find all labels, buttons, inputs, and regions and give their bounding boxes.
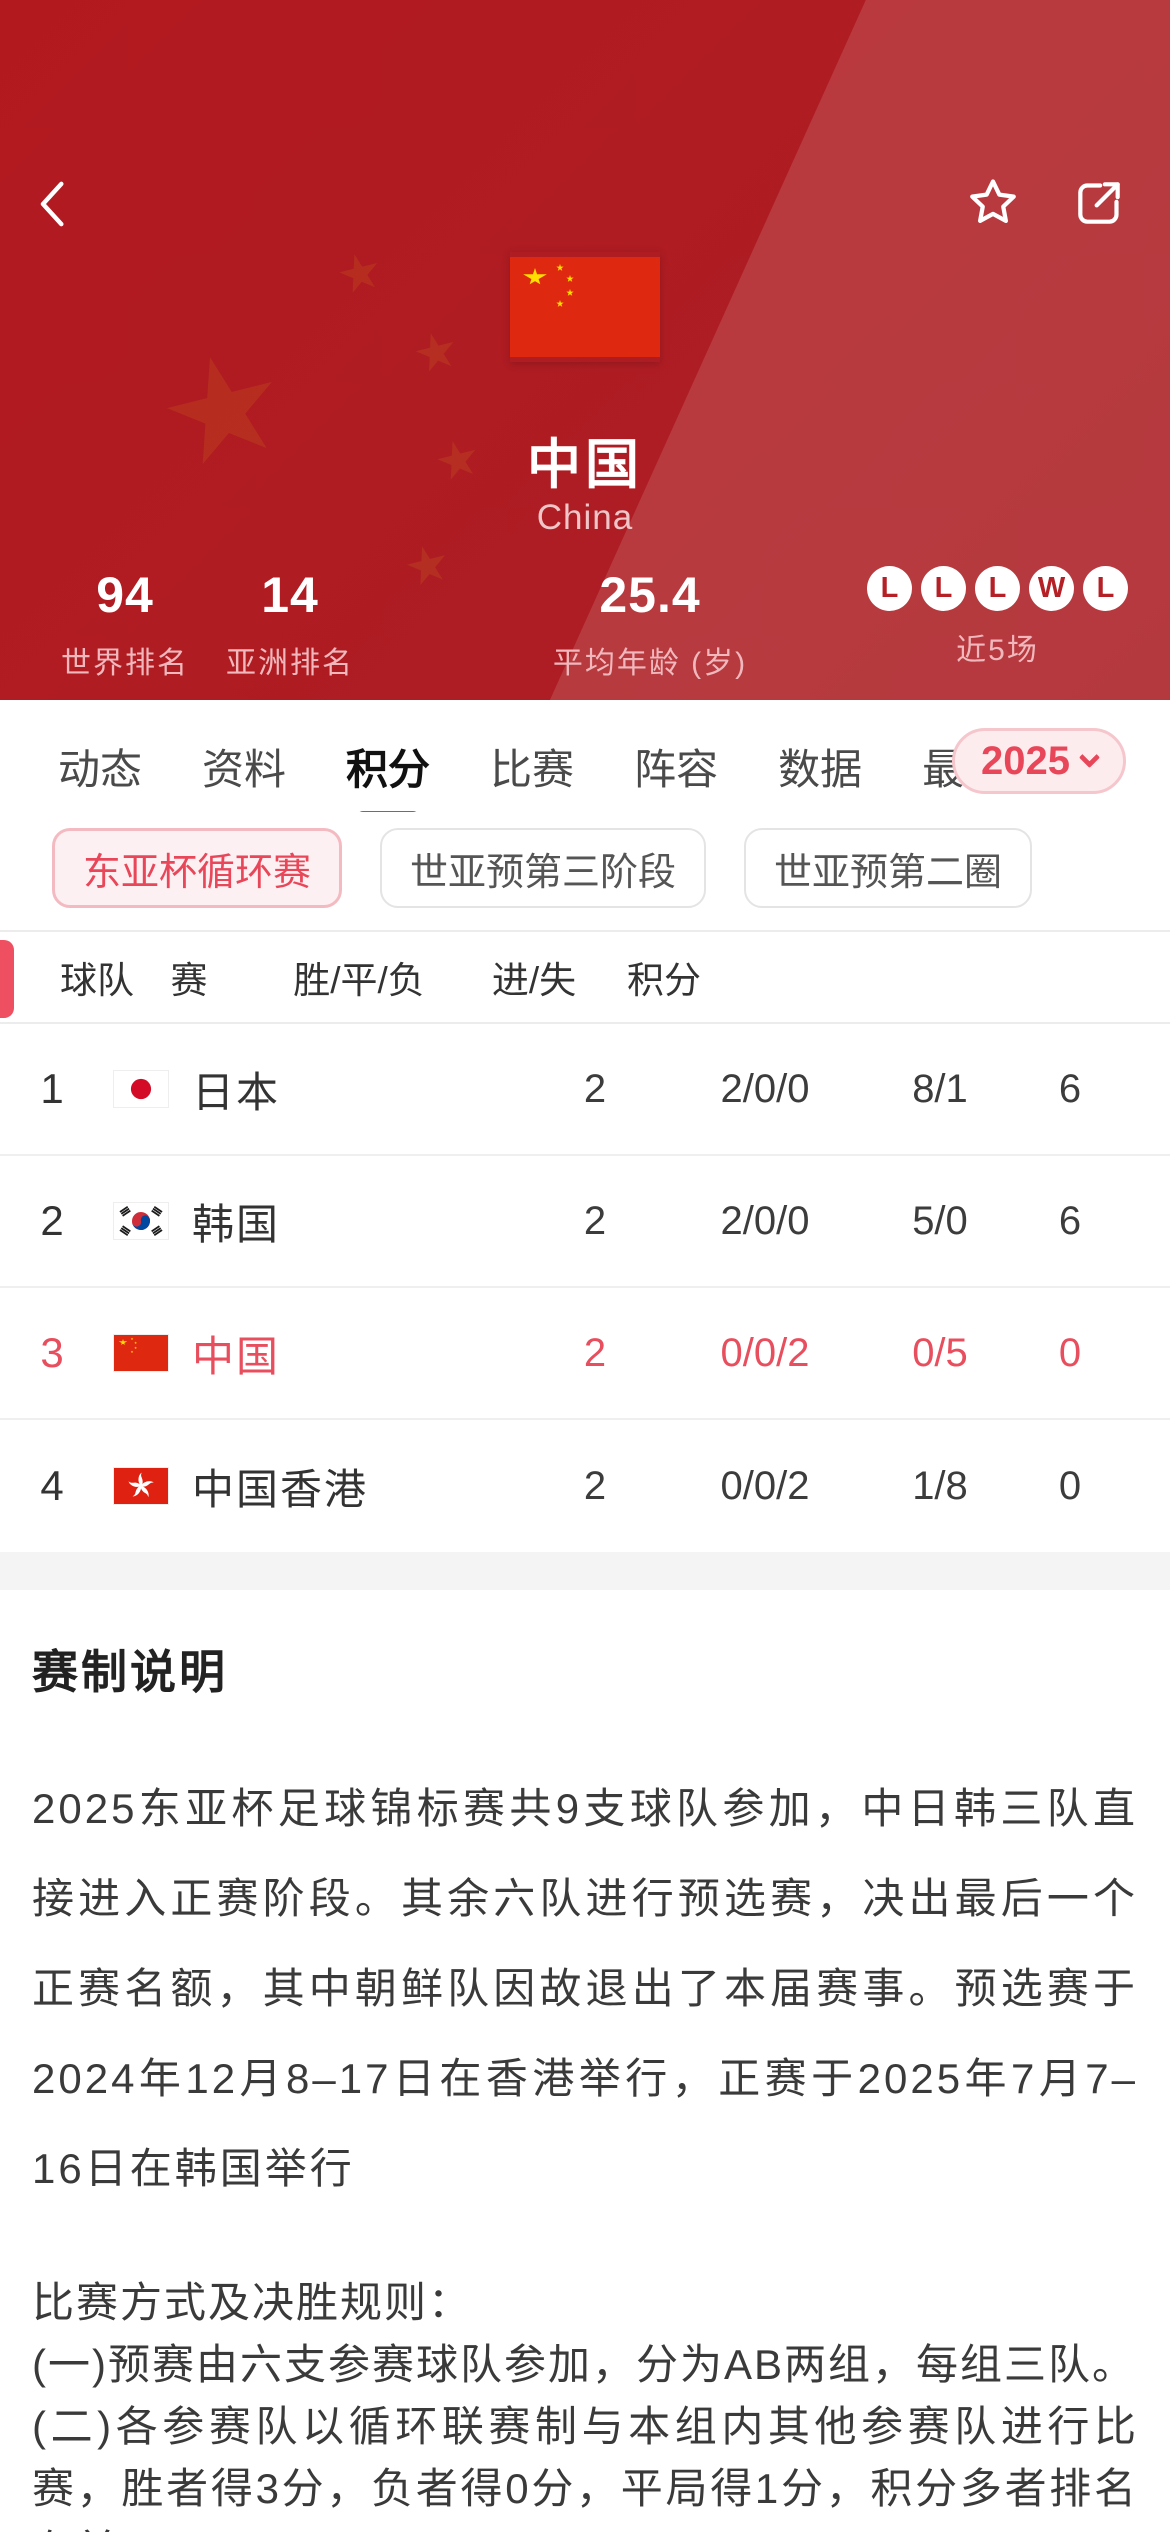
column-wdl: 胜/平/负 [293, 960, 425, 1001]
goals-cell: 5/0 [912, 1198, 968, 1243]
column-team: 球队 [60, 960, 134, 1001]
points-cell: 0 [1058, 1463, 1082, 1508]
team-header: 中国 China 94 世界排名 14 亚洲排名 25.4 平均年龄 (岁) L… [0, 0, 1170, 700]
filter-wc-qual-round2[interactable]: 世亚预第二圈 [744, 828, 1033, 908]
tab-ziliao[interactable]: 资料 [202, 746, 287, 793]
star-icon [970, 179, 1016, 224]
china-flag-icon [114, 1335, 168, 1371]
rules-subtitle: 比赛方式及决胜规则： [32, 2279, 473, 2326]
wdl-cell: 0/0/2 [720, 1463, 810, 1508]
goals-cell: 0/5 [912, 1330, 968, 1375]
year-label: 2025 [981, 738, 1070, 783]
tab-shuju[interactable]: 数据 [778, 746, 863, 793]
stat-avg-age: 25.4 平均年龄 (岁) [552, 567, 748, 680]
header-accent-bar [0, 940, 14, 1018]
rules-title: 赛制说明 [32, 1646, 228, 1698]
chevron-down-icon [1078, 746, 1101, 768]
share-button[interactable] [1068, 172, 1130, 234]
played-cell: 2 [583, 1198, 607, 1243]
back-button[interactable] [26, 176, 82, 232]
competition-filters: 东亚杯循环赛 世亚预第三阶段 世亚预第二圈 [0, 812, 1170, 930]
filter-east-asian-cup[interactable]: 东亚杯循环赛 [52, 828, 343, 908]
hongkong-flag-icon [114, 1468, 168, 1504]
form-result: L [975, 566, 1020, 611]
china-flag-image [510, 257, 660, 357]
wdl-cell: 2/0/0 [720, 1066, 810, 1111]
year-selector[interactable]: 2025 [952, 728, 1126, 794]
share-icon [1078, 182, 1120, 224]
points-cell: 6 [1058, 1066, 1082, 1111]
form-result: W [1029, 566, 1074, 611]
column-played: 赛 [170, 960, 208, 1001]
team-name-en: China [536, 498, 634, 537]
form-circles: L L L W L [855, 566, 1140, 611]
team-name-cell: 韩国 [192, 1200, 281, 1248]
back-chevron-icon [40, 181, 64, 227]
table-row-china[interactable]: 3 中国 2 0/0/2 0/5 0 [0, 1288, 1170, 1420]
tab-bisai[interactable]: 比赛 [490, 746, 575, 793]
points-cell: 0 [1058, 1330, 1082, 1375]
wdl-cell: 2/0/0 [720, 1198, 810, 1243]
stat-world-rank: 94 世界排名 [61, 567, 189, 680]
tab-zhenrong[interactable]: 阵容 [634, 746, 719, 793]
form-result: L [1083, 566, 1128, 611]
form-result: L [921, 566, 966, 611]
japan-flag-icon [114, 1071, 168, 1107]
rules-intro: 2025东亚杯足球锦标赛共9支球队参加，中日韩三队直接进入正赛阶段。其余六队进行… [32, 1785, 1138, 2192]
rank: 2 [40, 1197, 64, 1244]
played-cell: 2 [583, 1330, 607, 1375]
tab-dongtai[interactable]: 动态 [58, 746, 143, 793]
table-row-hongkong[interactable]: 4 [0, 1420, 1170, 1552]
standings-header: 球队 赛 胜/平/负 进/失 积分 [0, 930, 1170, 1024]
team-name: 中国 [527, 435, 643, 495]
table-row-korea[interactable]: 2 [0, 1156, 1170, 1288]
rule-item-2: (二)各参赛队以循环联赛制与本组内其他参赛队进行比赛，胜者得3分，负者得0分，平… [32, 2403, 1138, 2532]
played-cell: 2 [583, 1463, 607, 1508]
korea-flag-icon [114, 1203, 168, 1239]
wdl-cell: 0/0/2 [720, 1330, 810, 1375]
rank: 1 [40, 1065, 64, 1112]
goals-cell: 1/8 [912, 1463, 968, 1508]
points-cell: 6 [1058, 1198, 1082, 1243]
filter-wc-qual-stage3[interactable]: 世亚预第三阶段 [380, 828, 707, 908]
form-result: L [867, 566, 912, 611]
rule-item-1: (一)预赛由六支参赛球队参加，分为AB两组，每组三队。 [32, 2341, 1137, 2388]
rank: 3 [40, 1329, 64, 1376]
favorite-button[interactable] [962, 172, 1024, 234]
team-stats: 94 世界排名 14 亚洲排名 25.4 平均年龄 (岁) L L L W L … [0, 566, 1170, 680]
team-name-cell: 日本 [192, 1068, 281, 1116]
form-label: 近5场 [956, 634, 1039, 667]
tab-jifen-active[interactable]: 积分 [346, 736, 430, 812]
rank: 4 [40, 1462, 64, 1509]
hero-toolbar [0, 172, 1170, 236]
column-points: 积分 [627, 960, 701, 1001]
standings-table: 球队 赛 胜/平/负 进/失 积分 1 日本 2 2/0/0 8/1 6 [0, 930, 1170, 1552]
stat-asia-rank: 14 亚洲排名 [226, 567, 354, 680]
stat-recent-form: L L L W L 近5场 [855, 566, 1140, 669]
tabs: 动态 资料 积分 比赛 阵容 数据 最新 [58, 736, 1006, 812]
tab-bar: 动态 资料 积分 比赛 阵容 数据 最新 2025 [0, 700, 1170, 812]
rules-section: 赛制说明 2025东亚杯足球锦标赛共9支球队参加，中日韩三队直接进入正赛阶段。其… [0, 1590, 1170, 2532]
section-separator [0, 1552, 1170, 1590]
goals-cell: 8/1 [912, 1066, 968, 1111]
team-name-cell: 中国 [192, 1332, 281, 1380]
column-goals: 进/失 [491, 960, 577, 1001]
team-name-cell: 中国香港 [192, 1465, 369, 1513]
table-row-japan[interactable]: 1 日本 2 2/0/0 8/1 6 [0, 1024, 1170, 1156]
played-cell: 2 [583, 1066, 607, 1111]
